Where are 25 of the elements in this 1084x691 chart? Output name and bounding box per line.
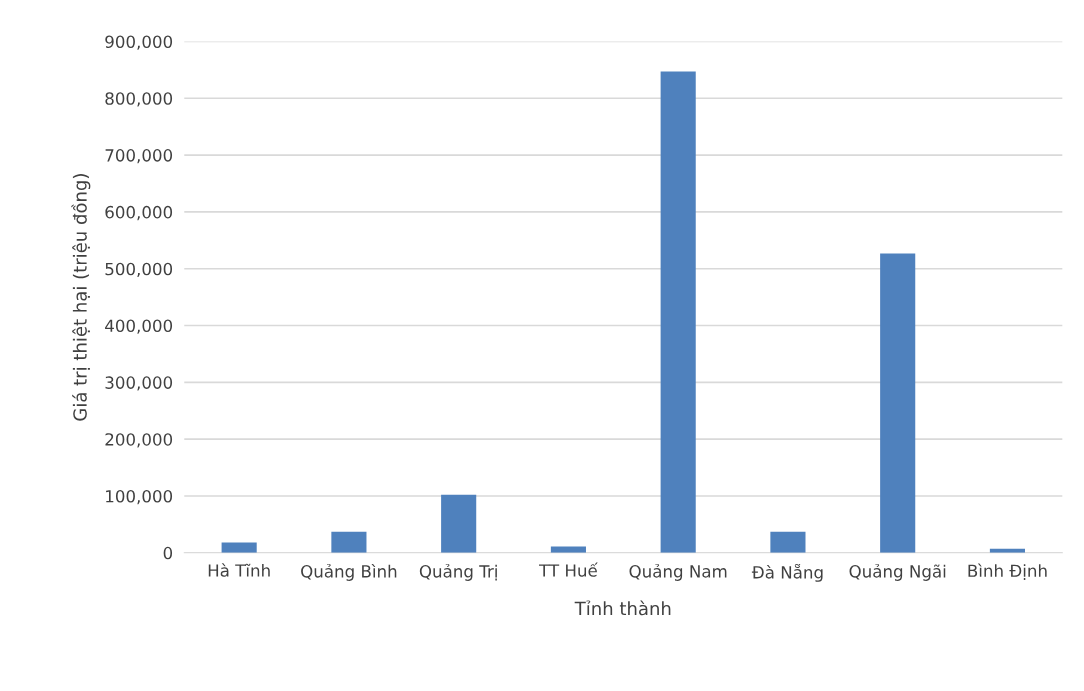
x-tick-label: TT Huế (539, 562, 598, 577)
bar (331, 531, 367, 553)
x-tick-label: Quảng Trị (419, 563, 497, 581)
x-axis-title: Tỉnh thành (574, 600, 671, 616)
x-tick-label: Quảng Ngãi (849, 563, 946, 581)
y-tick-label: 100,000 (106, 489, 173, 505)
y-tick-label: 200,000 (105, 433, 173, 448)
x-tick-label: Bình Định (968, 563, 1047, 580)
y-tick-label: 300,000 (105, 376, 173, 391)
y-tick-label: 0 (163, 546, 173, 560)
y-axis-title: Giá trị thiệt hại (triệu đồng) (71, 174, 91, 421)
x-tick-label: Quảng Bình (301, 563, 397, 581)
y-tick-label: 900,000 (105, 35, 173, 50)
x-tick-label: Hà Tĩnh (208, 563, 270, 577)
bar (441, 494, 477, 553)
y-tick-label: 500,000 (105, 262, 173, 277)
y-tick-label: 700,000 (105, 149, 173, 164)
bar (770, 531, 806, 553)
bar (880, 253, 916, 553)
y-tick-label: 800,000 (105, 92, 173, 107)
x-tick-label: Đà Nẵng (751, 563, 823, 582)
y-tick-label: 600,000 (105, 205, 173, 221)
bar (660, 71, 696, 553)
y-tick-label: 400,000 (105, 319, 173, 334)
x-tick-label: Quảng Nam (629, 563, 727, 581)
